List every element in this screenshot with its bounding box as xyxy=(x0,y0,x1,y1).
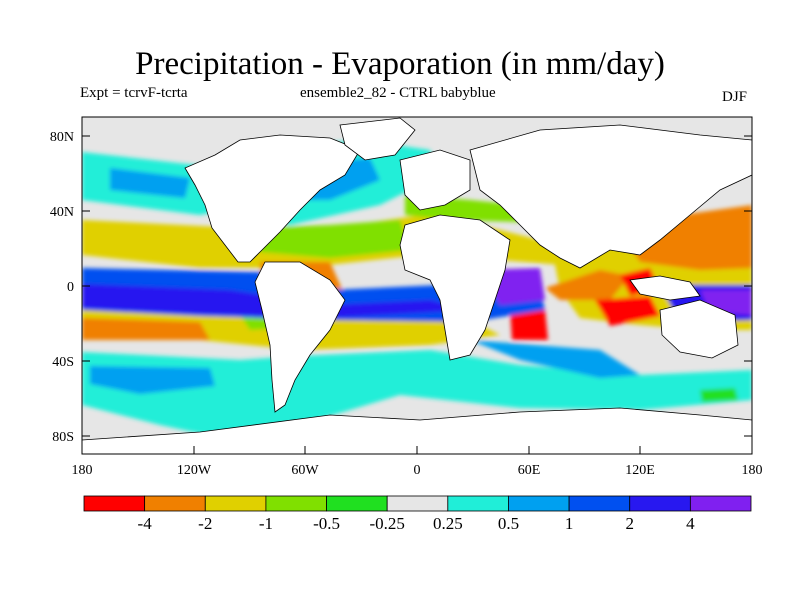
greenland xyxy=(339,117,416,161)
colorbar-label: 0.25 xyxy=(433,514,463,533)
y-label-0: 0 xyxy=(67,280,74,295)
x-axis-ticks xyxy=(193,446,641,454)
africa xyxy=(399,214,511,361)
australia xyxy=(659,299,739,359)
indonesia xyxy=(629,275,701,301)
colorbar-swatch xyxy=(326,495,388,512)
colorbar-label: -4 xyxy=(138,514,153,533)
run-label: ensemble2_82 - CTRL babyblue xyxy=(300,85,496,101)
south-america xyxy=(254,261,346,413)
west-pacific-orange xyxy=(620,205,752,270)
indian-ocean-red xyxy=(595,296,660,326)
colorbar-label: -2 xyxy=(198,514,212,533)
y-label-80s: 80S xyxy=(52,430,74,445)
continents xyxy=(82,117,752,454)
x-label-0: 0 xyxy=(414,463,421,478)
asia xyxy=(469,124,752,269)
y-label-40s: 40S xyxy=(52,355,74,370)
sh-green-patch xyxy=(700,388,738,402)
colorbar-swatch xyxy=(568,495,631,512)
y-label-40n: 40N xyxy=(50,205,74,220)
x-label-120e: 120E xyxy=(625,463,655,478)
north-pacific-core xyxy=(110,168,190,198)
nh-subtropical-green xyxy=(250,220,410,258)
x-label-60w: 60W xyxy=(291,463,319,478)
antarctica xyxy=(82,407,752,454)
colorbar-swatch xyxy=(144,495,206,512)
x-label-180w: 180 xyxy=(72,463,93,478)
colorbar-label: -0.25 xyxy=(369,514,404,533)
indian-ocean-orange xyxy=(545,270,630,300)
colorbar-swatch xyxy=(386,495,449,512)
y-axis-ticks xyxy=(82,135,752,437)
sh-pacific-orange xyxy=(82,318,210,340)
x-label-60e: 60E xyxy=(518,463,541,478)
y-label-80n: 80N xyxy=(50,130,74,145)
chart-title: Precipitation - Evaporation (in mm/day) xyxy=(135,46,665,82)
colorbar-label: 0.5 xyxy=(498,514,519,533)
north-america xyxy=(184,134,361,263)
sh-indian-core xyxy=(470,340,640,378)
madagascar-red xyxy=(510,308,548,340)
season-label: DJF xyxy=(722,89,748,105)
colorbar xyxy=(83,495,752,512)
map-plot-area xyxy=(82,117,752,454)
experiment-label: Expt = tcrvF-tcrta xyxy=(80,85,188,101)
colorbar-swatch xyxy=(508,495,570,512)
x-label-120w: 120W xyxy=(177,463,212,478)
colorbar-labels: -4 -2 -1 -0.5 -0.25 0.25 0.5 1 2 4 xyxy=(138,514,696,533)
colorbar-label: -1 xyxy=(259,514,273,533)
x-label-180e: 180 xyxy=(742,463,763,478)
colorbar-label: 1 xyxy=(565,514,574,533)
y-axis-labels: 80N 40N 0 40S 80S xyxy=(50,130,74,445)
colorbar-swatch xyxy=(83,495,146,512)
colorbar-label: 4 xyxy=(686,514,695,533)
x-axis-labels: 180 120W 60W 0 60E 120E 180 xyxy=(72,463,763,478)
colorbar-swatch xyxy=(629,495,691,512)
colorbar-swatch xyxy=(265,495,327,512)
colorbar-swatch xyxy=(689,495,752,512)
colorbar-label: -0.5 xyxy=(313,514,340,533)
colorbar-label: 2 xyxy=(625,514,634,533)
colorbar-swatch xyxy=(204,495,267,512)
europe xyxy=(399,149,471,211)
sh-storm-core xyxy=(90,366,215,394)
colorbar-swatch xyxy=(447,495,509,512)
